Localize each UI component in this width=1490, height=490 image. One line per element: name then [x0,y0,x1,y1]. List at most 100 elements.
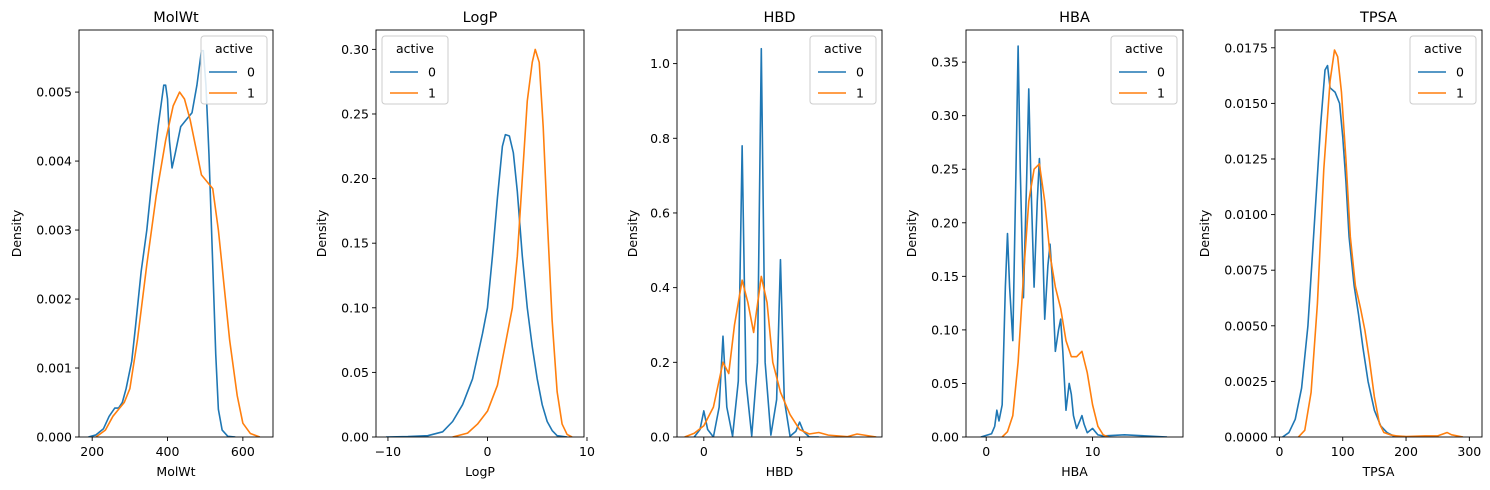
chart-title: HBD [763,10,795,26]
kde-line-1 [95,91,261,437]
legend-title: active [396,41,434,56]
legend-box [1409,35,1477,105]
y-tick-label: 0.05 [341,365,369,380]
legend-box [381,35,449,105]
axes-frame [375,29,585,438]
y-tick-label: 0.10 [341,300,369,315]
y-tick-label: 1.0 [650,56,670,71]
x-axis-label: MolWt [156,464,195,479]
y-tick-label: 0.30 [931,108,959,123]
legend: active 0 1 [1110,35,1178,105]
y-tick-label: 0.30 [341,42,369,57]
kde-line-1 [684,275,877,437]
y-tick-label: 0.2 [650,355,670,370]
subplot-2: 0 5 0.0 0.2 0.4 0.6 0.8 1.0 HBD HBD Density active 0… [625,10,883,479]
subplot-1: −10 0 100.000.050.100.150.200.250.30LogPLo… [314,10,595,479]
subplot-4: 0 100 200 300 0.0000 0.0025 0.0050 0.0075 0.0100… [1197,10,1483,479]
y-tick-label: 0.0175 [1224,40,1268,55]
legend-label-1: 1 [1157,86,1165,101]
y-tick-label: 0.20 [931,215,959,230]
y-tick-label: 0.0125 [1224,151,1268,166]
y-tick-label: 0.05 [931,376,959,391]
y-tick-label: 0.25 [931,162,959,177]
legend-label-0: 0 [428,65,436,80]
y-tick-label: 0.0075 [1224,263,1268,278]
x-tick-label: 300 [1457,444,1481,459]
x-tick-label: 400 [156,444,180,459]
kde-line-0 [693,47,819,437]
legend-title: active [1424,41,1462,56]
y-tick-label: 0.003 [36,223,72,238]
y-axis-label: Density [904,209,919,257]
y-tick-label: 0.15 [341,236,369,251]
x-tick-label: 200 [1394,444,1418,459]
legend-label-0: 0 [856,65,864,80]
legend-label-0: 0 [1157,65,1165,80]
y-tick-label: 0.0050 [1224,318,1268,333]
legend-box [809,35,877,105]
y-tick-label: 0.20 [341,171,369,186]
x-tick-label: 200 [80,444,104,459]
x-axis-label: HBD [766,464,794,479]
x-axis-label: HBA [1061,464,1088,479]
legend-title: active [215,41,253,56]
x-tick-label: 10 [1085,444,1101,459]
legend-label-1: 1 [428,86,436,101]
kde-line-1 [452,48,573,437]
y-tick-label: 0.0 [650,430,670,445]
kde-line-0 [980,45,1168,437]
y-tick-label: 0.0150 [1224,96,1268,111]
x-axis-label: LogP [465,464,495,479]
kde-line-1 [1001,163,1109,437]
axes-frame [965,29,1184,438]
y-tick-label: 0.000 [36,430,72,445]
kde-line-0 [1282,64,1419,437]
legend: active 0 1 [1409,35,1477,105]
x-tick-label: 0 [1275,444,1283,459]
kde-line-1 [1297,49,1464,437]
x-tick-label: 10 [579,444,595,459]
y-tick-label: 0.0025 [1224,374,1268,389]
legend: active 0 1 [809,35,877,105]
y-tick-label: 0.10 [931,322,959,337]
y-tick-label: 0.001 [36,361,72,376]
subplot-0: 200 400 600 0.000 0.001 0.002 0.003 0.004 0.005 M… [9,10,274,479]
y-tick-label: 0.002 [36,292,72,307]
kde-line-0 [88,49,236,437]
legend-label-0: 0 [247,65,255,80]
legend: active 0 1 [381,35,449,105]
legend-title: active [824,41,862,56]
legend-label-0: 0 [1456,65,1464,80]
legend-box [200,35,268,105]
legend-label-1: 1 [247,86,255,101]
y-tick-label: 0.0000 [1224,430,1268,445]
x-tick-label: −10 [375,444,401,459]
y-tick-label: 0.35 [931,55,959,70]
x-tick-label: 0 [700,444,708,459]
axes-frame [1274,29,1483,438]
chart-title: TPSA [1359,10,1397,26]
x-axis-label: TPSA [1362,464,1395,479]
y-tick-label: 0.25 [341,106,369,121]
legend-box [1110,35,1178,105]
y-axis-label: Density [1197,209,1212,257]
kde-line-0 [385,133,568,437]
y-tick-label: 0.00 [341,430,369,445]
chart-title: LogP [463,10,498,26]
subplot-3: 0 100.000.050.100.150.200.250.300.35HBAHB… [904,10,1184,479]
x-tick-label: 0 [483,444,491,459]
y-tick-label: 0.005 [36,85,72,100]
chart-title: HBA [1059,10,1090,26]
legend: active 0 1 [200,35,268,105]
axes-frame [676,29,883,438]
axes-frame [78,29,274,438]
x-tick-label: 0 [982,444,990,459]
x-tick-label: 600 [231,444,255,459]
y-tick-label: 0.00 [931,430,959,445]
legend-label-1: 1 [856,86,864,101]
y-tick-label: 0.0100 [1224,207,1268,222]
y-tick-label: 0.6 [650,205,670,220]
y-axis-label: Density [9,209,24,257]
legend-label-1: 1 [1456,86,1464,101]
